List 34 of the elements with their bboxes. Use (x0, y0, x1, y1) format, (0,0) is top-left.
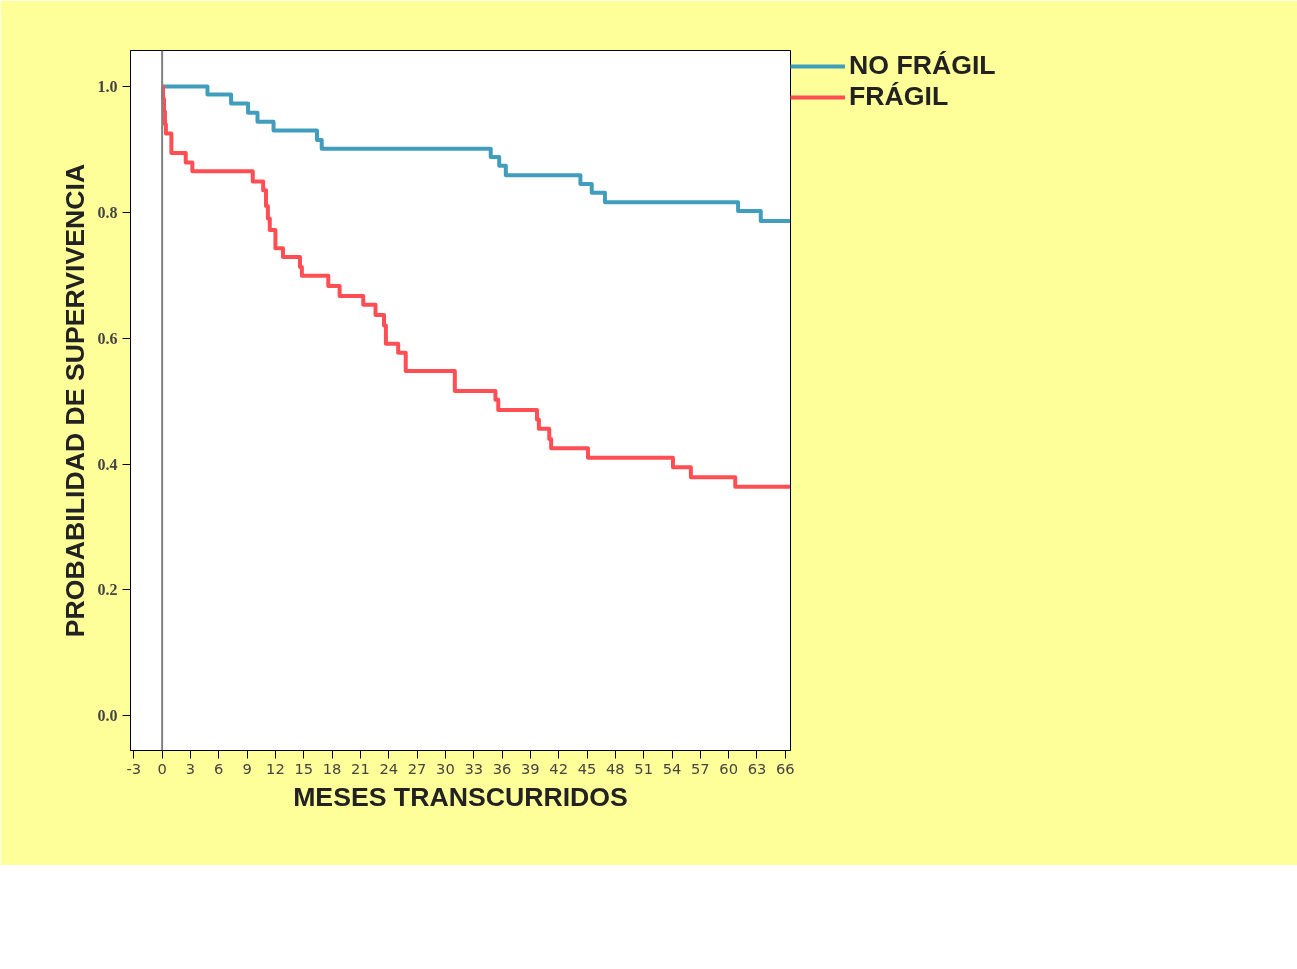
x-tick-label: -3 (126, 759, 142, 777)
x-tick-label: 60 (719, 759, 738, 777)
y-axis-title: PROBABILIDAD DE SUPERVIVENCIA (59, 163, 90, 638)
x-tick-label: 9 (242, 759, 252, 777)
x-tick-label: 36 (492, 759, 512, 777)
x-tick-label: 6 (214, 759, 224, 777)
x-tick-label: 0 (157, 759, 167, 777)
x-tick-label: 18 (322, 759, 342, 777)
x-tick-label: 21 (351, 759, 370, 777)
y-tick-label: 0.2 (97, 581, 118, 599)
y-tick-label: 0.6 (97, 329, 118, 347)
x-tick-label: 12 (266, 759, 285, 777)
x-tick-label: 27 (407, 759, 427, 777)
y-tick-label: 0.8 (97, 203, 118, 221)
x-tick-label: 66 (775, 759, 795, 777)
y-tick-label: 1.0 (97, 77, 118, 95)
y-tick-label: 0.4 (97, 455, 118, 473)
x-tick-label: 51 (634, 759, 654, 777)
x-tick-label: 24 (379, 759, 399, 777)
x-tick-label: 39 (521, 759, 540, 777)
x-tick-label: 57 (691, 759, 710, 777)
x-tick-label: 33 (464, 759, 484, 777)
y-tick-label: 0.0 (97, 707, 118, 725)
x-tick-label: 63 (747, 759, 767, 777)
x-tick-label: 15 (294, 759, 314, 777)
legend-label: FRÁGIL (849, 81, 949, 112)
x-tick-label: 48 (606, 759, 625, 777)
x-tick-label: 3 (185, 759, 196, 777)
x-tick-label: 54 (662, 759, 682, 777)
x-tick-label: 30 (436, 759, 455, 777)
x-axis-title: MESES TRANSCURRIDOS (293, 781, 628, 812)
x-tick-label: 45 (577, 759, 597, 777)
x-tick-label: 42 (549, 759, 569, 777)
legend-label: NO FRÁGIL (849, 50, 996, 81)
